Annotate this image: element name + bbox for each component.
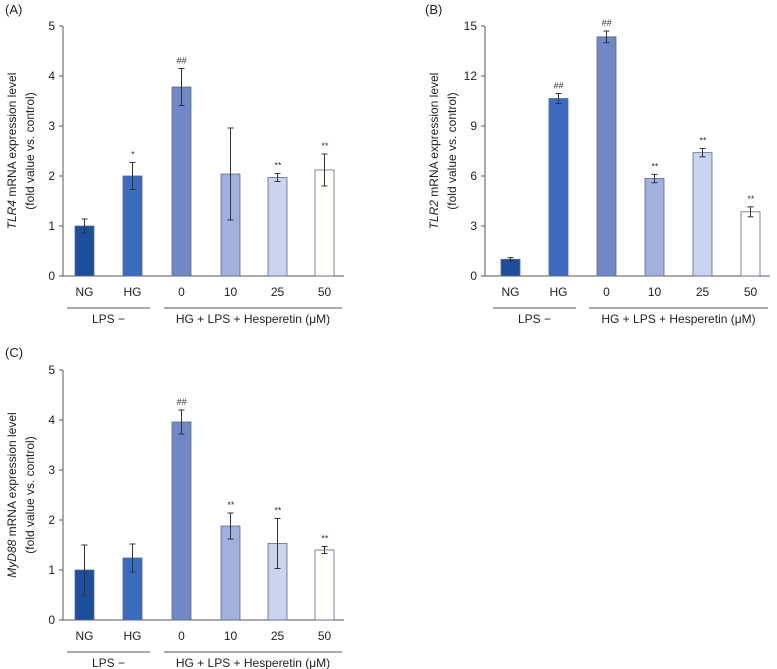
chart-panel-a: (A) 0 1 2 3 4 5 TLR4 mRNA expression level (fold… <box>5 2 344 326</box>
y-tick-label: 6 <box>470 169 477 183</box>
significance-marker: ## <box>601 18 612 28</box>
significance-marker: ** <box>274 161 282 171</box>
category-label: 0 <box>178 285 185 299</box>
category-label: 0 <box>178 629 185 643</box>
category-label: 10 <box>224 285 238 299</box>
group-label-lps: LPS − <box>92 656 125 669</box>
y-tick-label: 2 <box>48 169 55 183</box>
category-label: HG <box>124 285 142 299</box>
category-label: NG <box>502 285 520 299</box>
category-label: 50 <box>318 285 332 299</box>
y-axis-label: MyD88 mRNA expression level <box>5 412 19 577</box>
y-tick-label: 5 <box>48 363 55 377</box>
category-label: HG <box>124 629 142 643</box>
bar-HG <box>548 98 569 277</box>
y-tick-label: 4 <box>48 69 55 83</box>
chart-panel-c: (C) 0 1 2 3 4 5 MyD88 mRNA expression level (fol… <box>5 345 344 669</box>
significance-marker: ** <box>321 534 329 544</box>
bar-NG <box>500 258 521 277</box>
y-axis-label: TLR4 mRNA expression level <box>5 73 19 230</box>
category-label: 25 <box>696 285 710 299</box>
significance-marker: ** <box>321 141 329 151</box>
y-tick-label: 15 <box>464 19 478 33</box>
bar-0 <box>596 36 617 277</box>
group-label-hesperetin: HG + LPS + Hesperetin (μM) <box>176 312 330 326</box>
panel-label: (A) <box>5 2 22 17</box>
significance-marker: ## <box>176 56 187 66</box>
y-tick-label: 4 <box>48 413 55 427</box>
panel-label: (C) <box>5 345 23 360</box>
y-axis-label-line2: (fold value vs. control) <box>23 436 37 553</box>
y-tick-label: 0 <box>48 613 55 627</box>
bar-10 <box>220 525 241 621</box>
significance-marker: ** <box>699 136 707 146</box>
y-axis-label-gene: MyD88 <box>5 539 19 577</box>
y-axis-label-line2: (fold value vs. control) <box>23 92 37 209</box>
y-axis-label: TLR2 mRNA expression level <box>427 73 441 230</box>
y-tick-label: 5 <box>48 19 55 33</box>
category-label: 25 <box>271 285 285 299</box>
category-label: 50 <box>744 285 758 299</box>
bar-0 <box>171 421 192 621</box>
category-label: NG <box>76 629 94 643</box>
category-label: 50 <box>318 629 332 643</box>
category-label: 10 <box>224 629 238 643</box>
y-tick-label: 2 <box>48 513 55 527</box>
y-tick-label: 1 <box>48 219 55 233</box>
y-tick-label: 0 <box>48 269 55 283</box>
y-axis-label-text: mRNA expression level <box>427 73 441 200</box>
group-label-hesperetin: HG + LPS + Hesperetin (μM) <box>601 312 755 326</box>
bar-25 <box>692 152 713 277</box>
significance-marker: ** <box>747 194 755 204</box>
chart-panel-b: (B) 0 3 6 9 12 15 TLR2 mRNA expression level (fo… <box>425 2 770 326</box>
group-label-lps: LPS − <box>92 312 125 326</box>
significance-marker: ## <box>553 81 564 91</box>
bar-50 <box>314 549 335 621</box>
y-tick-label: 1 <box>48 563 55 577</box>
y-tick-label: 9 <box>470 119 477 133</box>
bar-10 <box>644 178 665 277</box>
y-axis-label-text: mRNA expression level <box>5 412 19 539</box>
y-tick-label: 3 <box>48 119 55 133</box>
panel-label: (B) <box>425 2 442 17</box>
y-tick-label: 3 <box>470 219 477 233</box>
significance-marker: * <box>131 150 135 160</box>
bar-50 <box>740 211 761 277</box>
category-label: 0 <box>603 285 610 299</box>
y-tick-label: 0 <box>470 269 477 283</box>
y-axis-label-text: mRNA expression level <box>5 73 19 200</box>
y-axis-label-line2: (fold value vs. control) <box>445 92 459 209</box>
bar-HG <box>122 175 143 277</box>
bar-25 <box>267 177 288 277</box>
y-axis-label-gene: TLR2 <box>427 200 441 230</box>
group-label-hesperetin: HG + LPS + Hesperetin (μM) <box>176 656 330 669</box>
category-label: 25 <box>271 629 285 643</box>
significance-marker: ** <box>227 500 235 510</box>
group-label-lps: LPS − <box>518 312 551 326</box>
category-label: HG <box>550 285 568 299</box>
significance-marker: ** <box>274 506 282 516</box>
bar-0 <box>171 86 192 277</box>
y-tick-label: 3 <box>48 463 55 477</box>
significance-marker: ** <box>651 161 659 171</box>
significance-marker: ## <box>176 397 187 407</box>
category-label: NG <box>76 285 94 299</box>
y-axis-label-gene: TLR4 <box>5 200 19 230</box>
category-label: 10 <box>648 285 662 299</box>
y-tick-label: 12 <box>464 69 478 83</box>
